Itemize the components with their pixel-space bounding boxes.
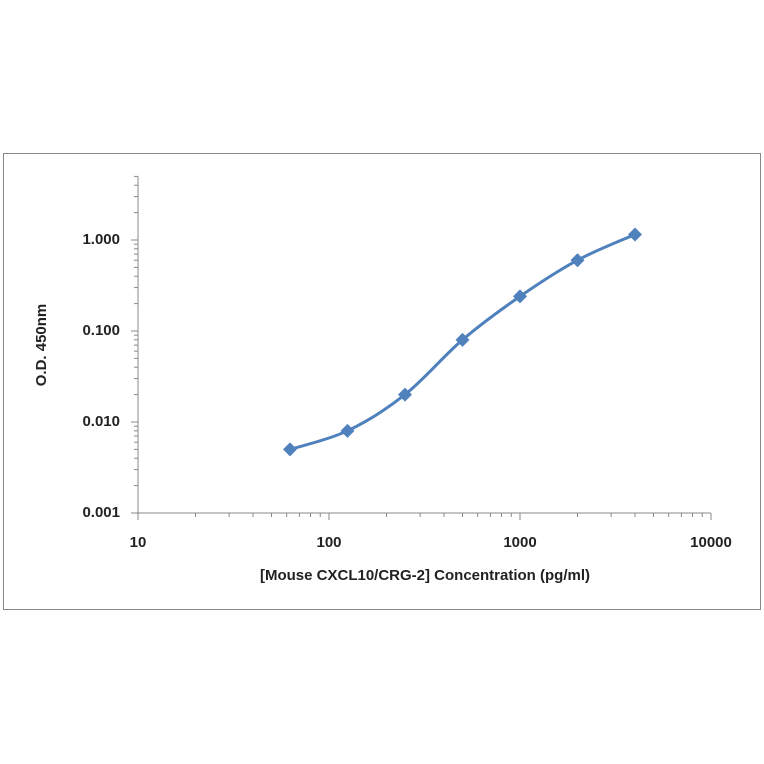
data-marker — [627, 227, 642, 242]
data-marker — [455, 332, 470, 347]
x-tick-label: 1000 — [503, 534, 536, 551]
x-tick-label: 10 — [130, 534, 147, 551]
data-marker — [283, 442, 298, 457]
y-tick-label: 1.000 — [82, 231, 120, 248]
x-tick-label: 100 — [316, 534, 341, 551]
chart-frame — [3, 153, 761, 610]
x-axis-title: [Mouse CXCL10/CRG-2] Concentration (pg/m… — [260, 567, 590, 584]
x-tick-label: 10000 — [690, 534, 732, 551]
data-marker — [340, 423, 355, 438]
data-marker — [570, 253, 585, 268]
data-marker — [398, 387, 413, 402]
y-tick-label: 0.001 — [82, 504, 120, 521]
y-tick-label: 0.100 — [82, 322, 120, 339]
y-axis-title: O.D. 450nm — [33, 304, 50, 387]
y-tick-label: 0.010 — [82, 413, 120, 430]
data-marker — [513, 289, 527, 304]
